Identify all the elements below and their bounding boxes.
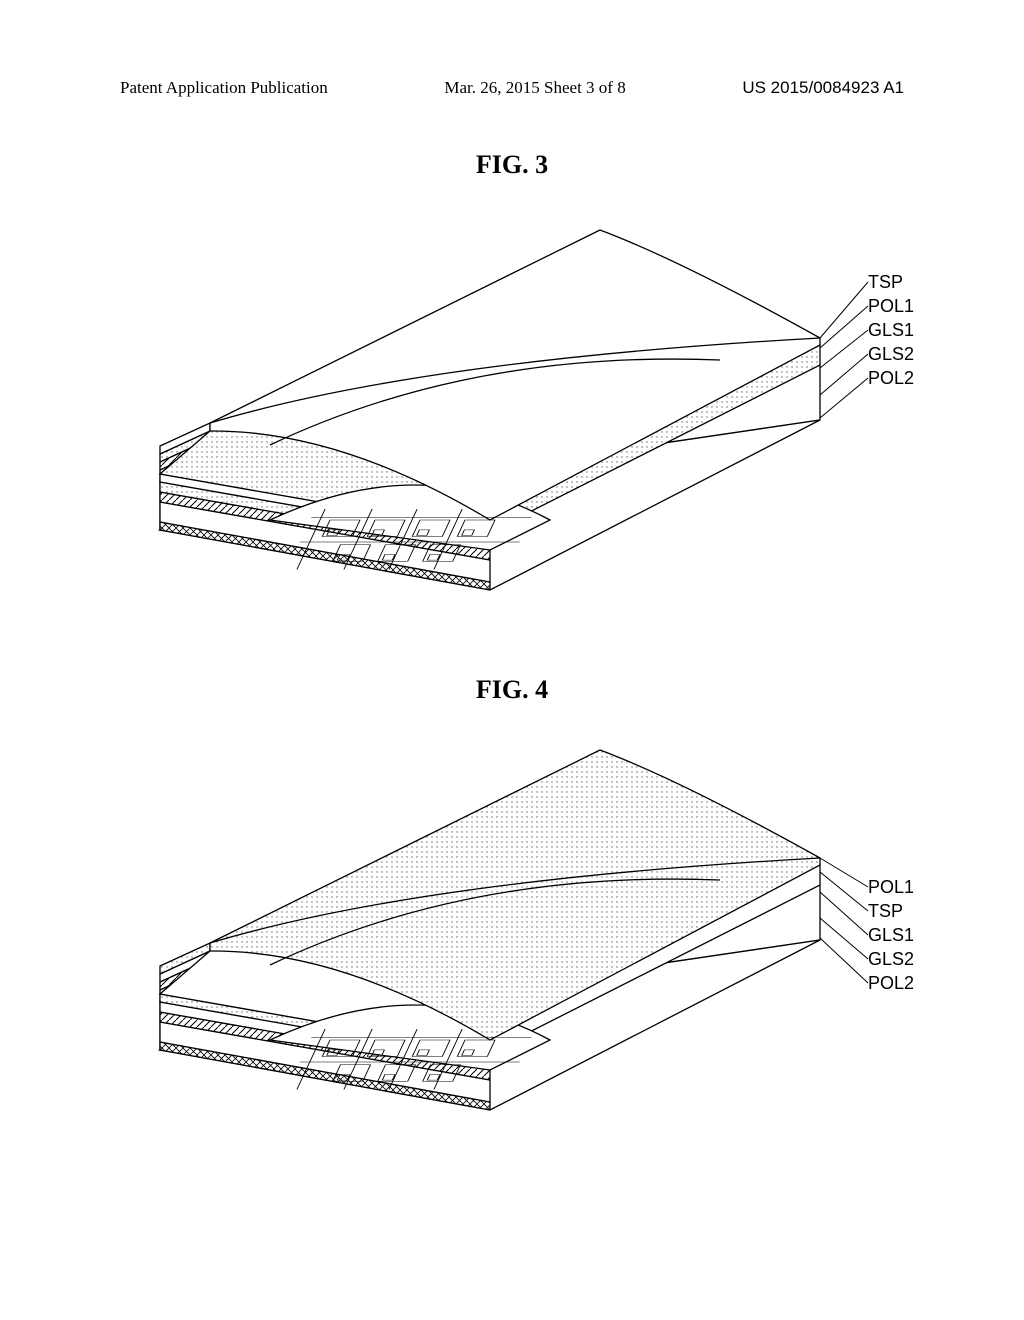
fig4-label-pol1: POL1 (868, 875, 914, 899)
fig4-layer-labels: POL1 TSP GLS1 GLS2 POL2 (868, 875, 914, 995)
fig4-label-gls1: GLS1 (868, 923, 914, 947)
header-left: Patent Application Publication (120, 78, 328, 98)
page-header: Patent Application Publication Mar. 26, … (0, 78, 1024, 98)
fig4-label-pol2: POL2 (868, 971, 914, 995)
header-center: Mar. 26, 2015 Sheet 3 of 8 (444, 78, 625, 98)
fig3-layer-labels: TSP POL1 GLS1 GLS2 POL2 (868, 270, 914, 390)
fig3-diagram: TSP POL1 GLS1 GLS2 POL2 (120, 220, 904, 640)
fig3-title: FIG. 3 (0, 150, 1024, 180)
fig4-label-gls2: GLS2 (868, 947, 914, 971)
header-right: US 2015/0084923 A1 (742, 78, 904, 98)
fig3-label-pol1: POL1 (868, 294, 914, 318)
fig4-title: FIG. 4 (0, 675, 1024, 705)
fig3-label-gls1: GLS1 (868, 318, 914, 342)
fig3-label-pol2: POL2 (868, 366, 914, 390)
fig3-label-gls2: GLS2 (868, 342, 914, 366)
fig4-label-tsp: TSP (868, 899, 914, 923)
fig4-diagram: POL1 TSP GLS1 GLS2 POL2 (120, 740, 904, 1160)
fig3-label-tsp: TSP (868, 270, 914, 294)
